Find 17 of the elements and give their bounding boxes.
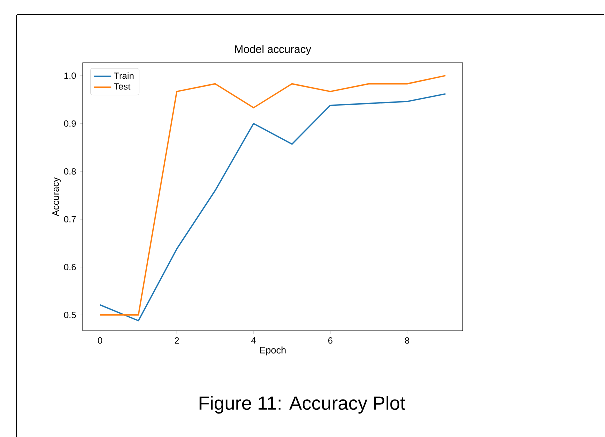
- y-tick-label: 1.0: [64, 72, 76, 80]
- y-tick-label: 0.6: [64, 264, 76, 271]
- x-tick-label: 2: [174, 338, 180, 344]
- x-axis-title: Epoch: [260, 346, 286, 356]
- x-tick-label: 6: [328, 338, 333, 344]
- chart-title: Model accuracy: [235, 45, 312, 56]
- x-tick-label: 4: [252, 338, 256, 344]
- caption: Figure 11: Accuracy Plot: [200, 396, 406, 414]
- y-tick-label: 0.7: [64, 216, 76, 223]
- y-tick-label: 0.8: [64, 168, 76, 175]
- x-tick-label: 0: [98, 338, 102, 344]
- y-axis-title: Accuracy: [52, 177, 62, 217]
- legend-label: Train: [114, 72, 134, 80]
- y-tick-label: 0.9: [64, 120, 76, 127]
- x-tick-label: 8: [405, 338, 410, 344]
- legend-label: Test: [114, 84, 131, 90]
- y-tick-label: 0.5: [64, 312, 76, 318]
